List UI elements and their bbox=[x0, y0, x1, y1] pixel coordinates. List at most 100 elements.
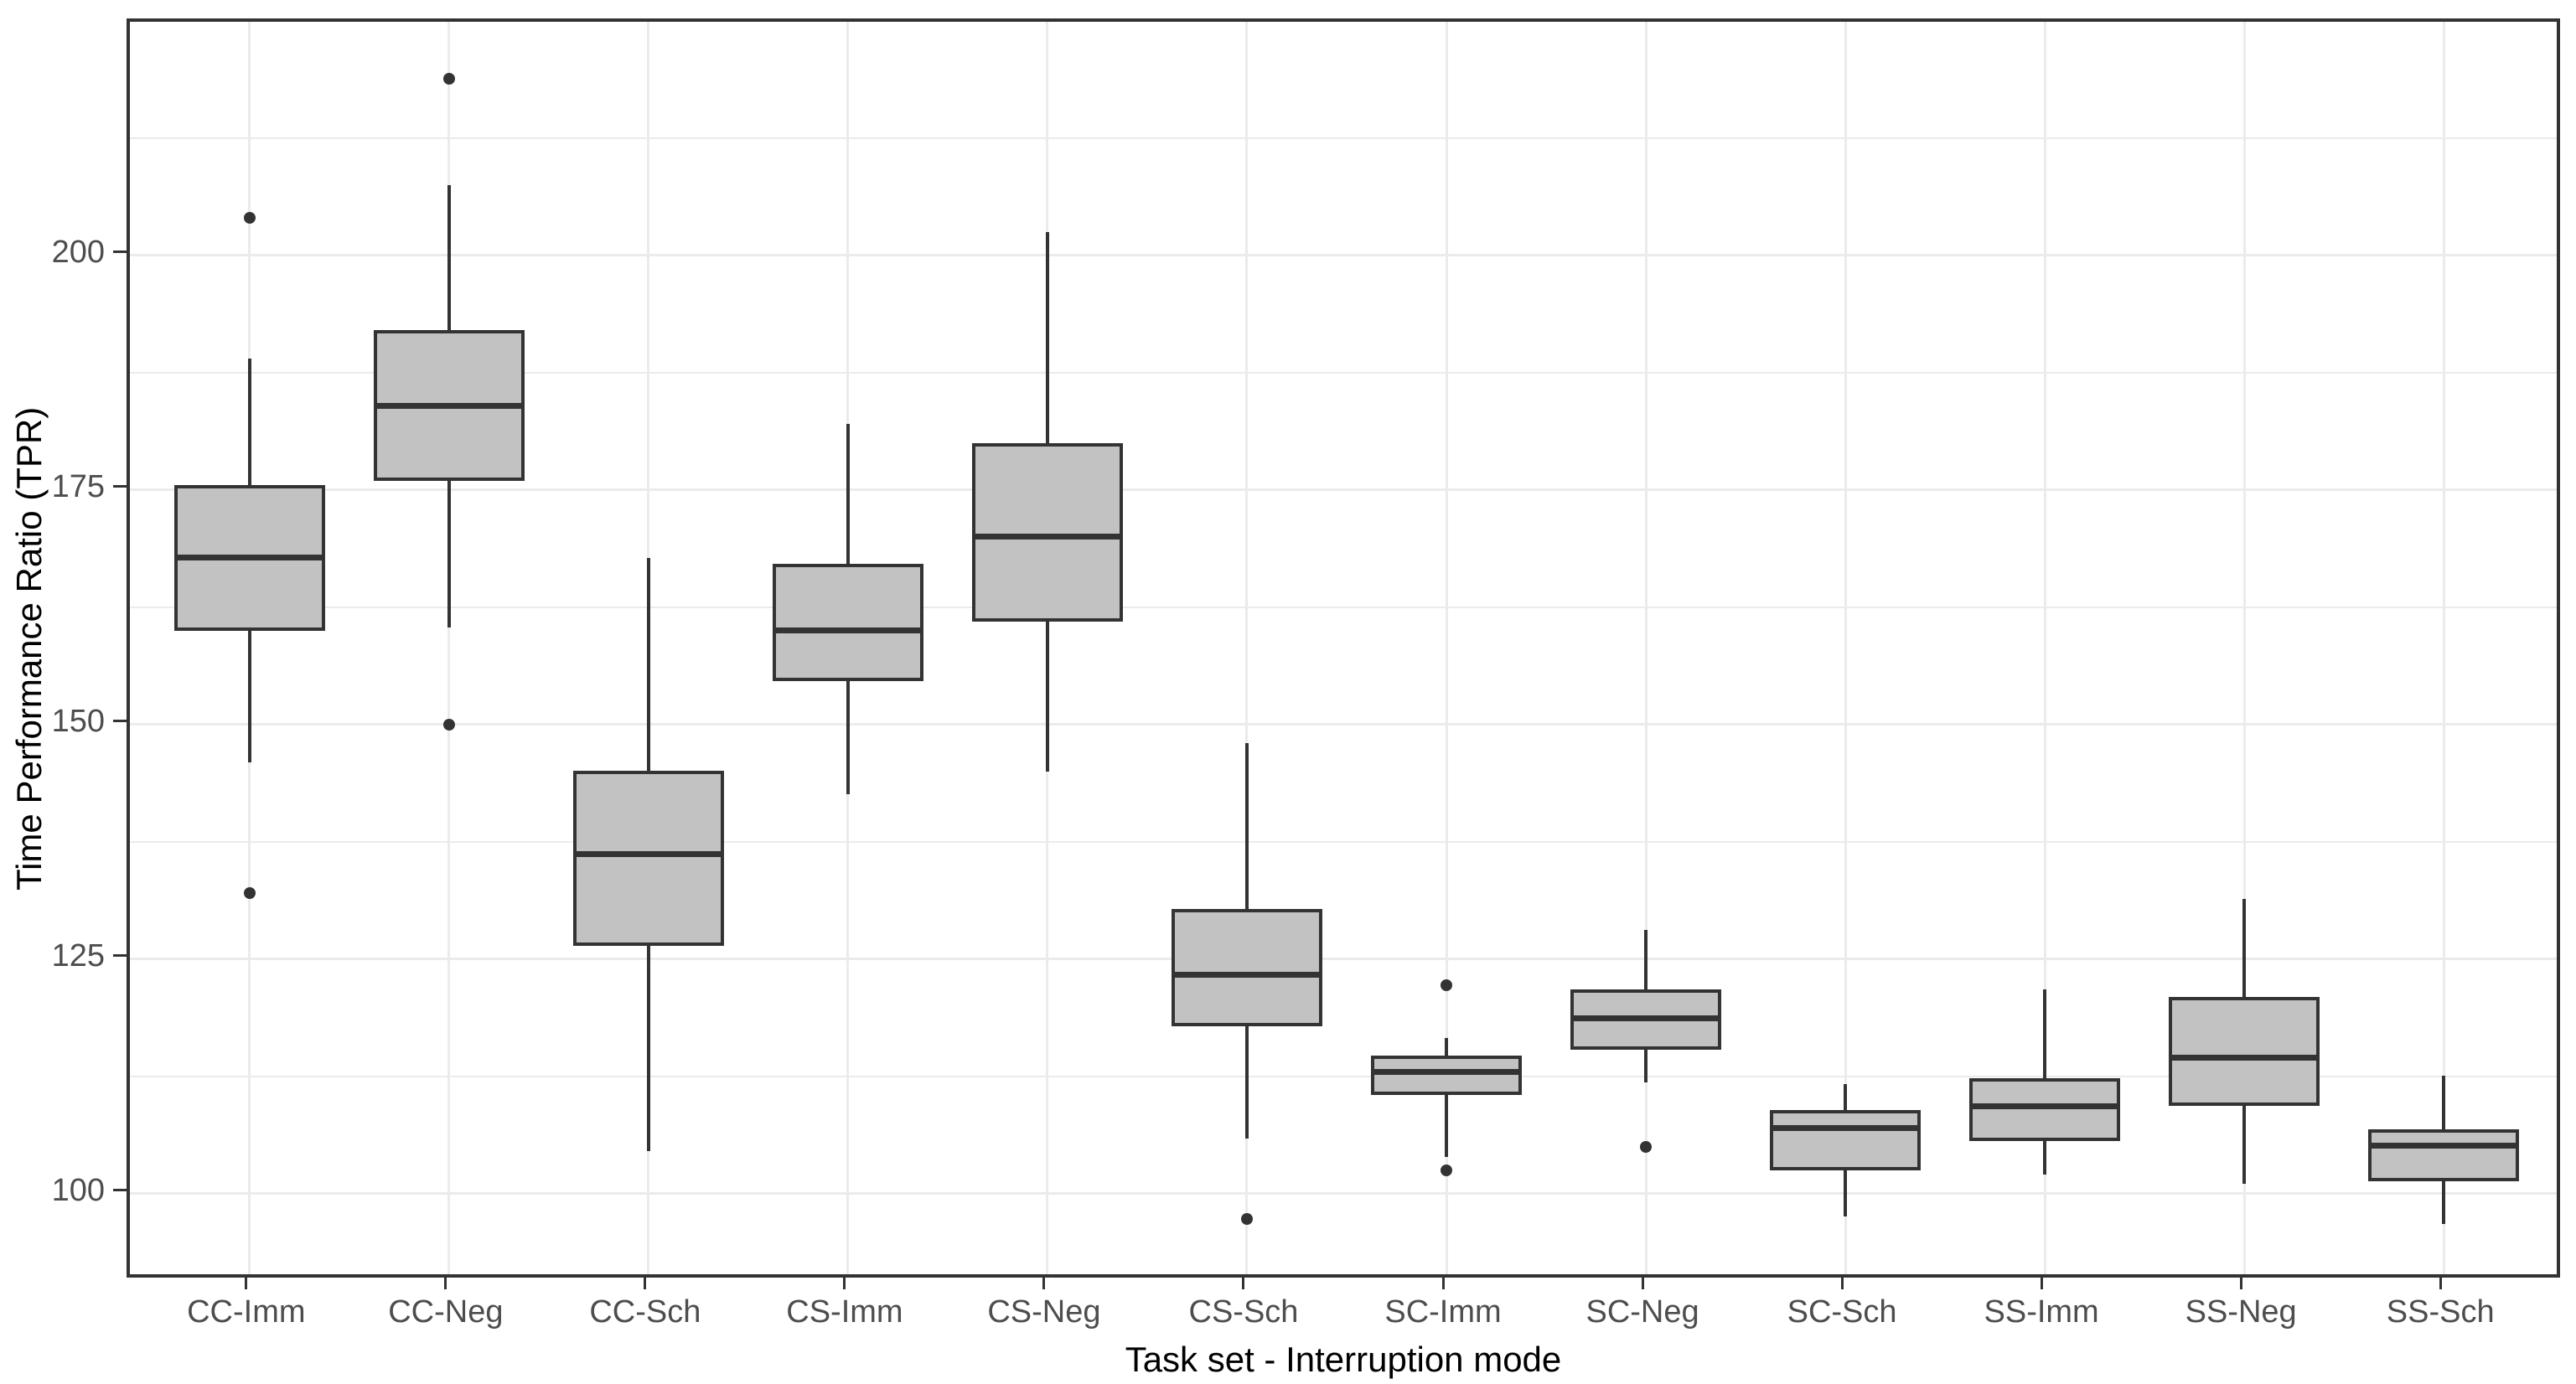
median-line bbox=[1570, 1015, 1722, 1021]
upper-whisker bbox=[2043, 989, 2047, 1079]
y-tick-mark bbox=[113, 954, 127, 958]
x-tick-label: CC-Neg bbox=[388, 1294, 504, 1330]
outlier-dot bbox=[243, 887, 256, 900]
x-tick-label: SS-Imm bbox=[1984, 1294, 2099, 1330]
median-line bbox=[1969, 1103, 2121, 1110]
x-tick-label: CS-Sch bbox=[1188, 1294, 1299, 1330]
lower-whisker bbox=[247, 630, 251, 762]
lower-whisker bbox=[646, 946, 650, 1152]
x-tick-mark bbox=[1242, 1278, 1245, 1289]
x-tick-label: CC-Sch bbox=[589, 1294, 701, 1330]
outlier-dot bbox=[442, 73, 455, 85]
vertical-gridline bbox=[2442, 22, 2445, 1274]
x-tick-label: SC-Neg bbox=[1585, 1294, 1699, 1330]
x-tick-mark bbox=[1441, 1278, 1445, 1289]
median-line bbox=[2368, 1143, 2520, 1149]
box-iqr bbox=[1770, 1110, 1922, 1170]
median-line bbox=[1371, 1068, 1523, 1075]
upper-whisker bbox=[247, 359, 251, 486]
vertical-gridline bbox=[2043, 22, 2046, 1274]
lower-whisker bbox=[2242, 1105, 2247, 1184]
minor-gridline bbox=[130, 840, 2557, 843]
vertical-gridline bbox=[447, 22, 451, 1274]
box-iqr bbox=[1371, 1056, 1523, 1096]
x-tick-label: SS-Neg bbox=[2185, 1294, 2297, 1330]
x-tick-mark bbox=[843, 1278, 846, 1289]
vertical-gridline bbox=[1644, 22, 1648, 1274]
x-tick-mark bbox=[1042, 1278, 1046, 1289]
lower-whisker bbox=[2442, 1181, 2446, 1224]
y-tick-mark bbox=[113, 250, 127, 254]
y-tick-mark bbox=[113, 485, 127, 488]
box-iqr bbox=[1969, 1078, 2121, 1142]
x-tick-label: CS-Imm bbox=[786, 1294, 903, 1330]
major-gridline bbox=[130, 1192, 2557, 1196]
outlier-dot bbox=[442, 718, 455, 731]
median-line bbox=[373, 402, 525, 409]
vertical-gridline bbox=[1245, 22, 1249, 1274]
x-tick-mark bbox=[2040, 1278, 2043, 1289]
minor-gridline bbox=[130, 137, 2557, 139]
box-iqr bbox=[2169, 996, 2320, 1106]
major-gridline bbox=[130, 958, 2557, 961]
upper-whisker bbox=[1045, 231, 1049, 443]
outlier-dot bbox=[1441, 1164, 1453, 1176]
outlier-dot bbox=[243, 212, 256, 225]
lower-whisker bbox=[1445, 1095, 1449, 1158]
median-line bbox=[1171, 972, 1322, 979]
minor-gridline bbox=[130, 606, 2557, 608]
lower-whisker bbox=[1045, 621, 1049, 772]
major-gridline bbox=[130, 723, 2557, 726]
x-tick-mark bbox=[644, 1278, 647, 1289]
x-tick-mark bbox=[1840, 1278, 1844, 1289]
x-tick-label: SC-Sch bbox=[1787, 1294, 1897, 1330]
vertical-gridline bbox=[1844, 22, 1847, 1274]
x-tick-label: CC-Imm bbox=[187, 1294, 306, 1330]
major-gridline bbox=[130, 254, 2557, 257]
x-tick-mark bbox=[1641, 1278, 1644, 1289]
median-line bbox=[1770, 1124, 1922, 1131]
x-tick-label: CS-Neg bbox=[987, 1294, 1101, 1330]
outlier-dot bbox=[1441, 979, 1453, 992]
lower-whisker bbox=[447, 480, 451, 628]
x-tick-mark bbox=[2239, 1278, 2242, 1289]
lower-whisker bbox=[1244, 1026, 1249, 1139]
y-tick-mark bbox=[113, 720, 127, 723]
y-tick-label: 150 bbox=[51, 703, 105, 739]
lower-whisker bbox=[1844, 1170, 1848, 1216]
median-line bbox=[772, 627, 923, 634]
y-tick-label: 200 bbox=[51, 234, 105, 270]
major-gridline bbox=[130, 488, 2557, 492]
vertical-gridline bbox=[2242, 22, 2246, 1274]
median-line bbox=[173, 555, 325, 560]
median-line bbox=[572, 850, 724, 857]
x-tick-label: SS-Sch bbox=[2386, 1294, 2495, 1330]
x-tick-mark bbox=[2439, 1278, 2442, 1289]
lower-whisker bbox=[846, 681, 850, 794]
outlier-dot bbox=[1240, 1213, 1253, 1226]
upper-whisker bbox=[447, 184, 451, 331]
x-axis-title: Task set - Interruption mode bbox=[1125, 1340, 1562, 1379]
y-axis-title: Time Performance Ratio (TPR) bbox=[9, 405, 49, 891]
upper-whisker bbox=[1844, 1083, 1848, 1111]
x-tick-mark bbox=[245, 1278, 248, 1289]
upper-whisker bbox=[1244, 743, 1249, 910]
y-tick-label: 125 bbox=[51, 937, 105, 973]
upper-whisker bbox=[2242, 899, 2247, 997]
median-line bbox=[2169, 1054, 2320, 1061]
y-tick-mark bbox=[113, 1189, 127, 1192]
box-iqr bbox=[971, 442, 1123, 622]
plot-panel bbox=[127, 18, 2560, 1278]
upper-whisker bbox=[1644, 930, 1648, 989]
box-iqr bbox=[2368, 1128, 2520, 1182]
upper-whisker bbox=[1445, 1037, 1449, 1056]
upper-whisker bbox=[2442, 1075, 2446, 1129]
y-tick-label: 100 bbox=[51, 1172, 105, 1208]
lower-whisker bbox=[1644, 1050, 1648, 1082]
minor-gridline bbox=[130, 371, 2557, 374]
box-iqr bbox=[1171, 909, 1322, 1027]
upper-whisker bbox=[846, 424, 850, 565]
x-tick-label: SC-Imm bbox=[1384, 1294, 1502, 1330]
upper-whisker bbox=[646, 557, 650, 771]
